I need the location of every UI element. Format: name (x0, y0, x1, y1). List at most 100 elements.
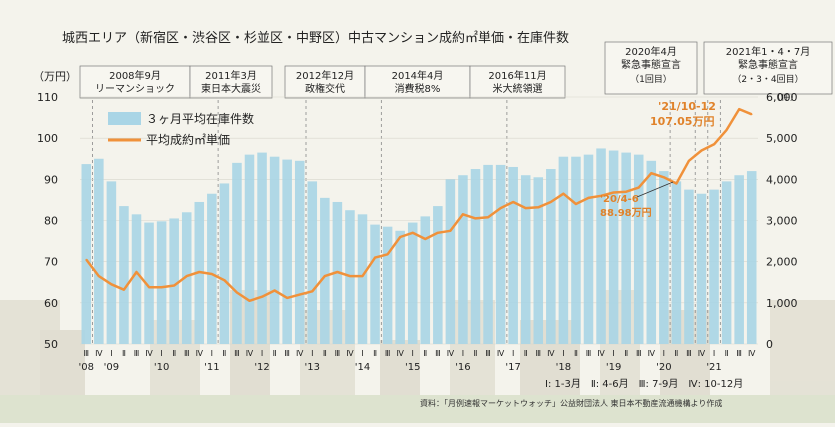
quarter-label: Ⅳ (346, 349, 354, 358)
inventory-bar (558, 156, 569, 344)
right-tick-label: 1,000 (766, 297, 798, 310)
price-point (713, 143, 715, 146)
annotation-2021-date: '21/10-12 (658, 100, 716, 113)
annotation-2020-date: '20/4-6 (600, 194, 639, 205)
quarter-label: Ⅲ (184, 349, 190, 358)
price-point (675, 182, 678, 185)
inventory-bar (119, 206, 129, 344)
left-axis-unit: （万円） (33, 70, 77, 83)
inventory-bar (207, 193, 217, 344)
price-point (499, 207, 502, 209)
year-label: '13 (305, 362, 320, 373)
inventory-bar (131, 214, 142, 344)
quarter-label: Ⅳ (145, 349, 153, 358)
price-point (85, 258, 88, 261)
quarter-label: Ⅳ (396, 349, 404, 358)
year-label: '19 (606, 362, 621, 373)
inventory-bar (508, 166, 518, 344)
year-label: '14 (355, 362, 370, 373)
inventory-bar (608, 150, 619, 344)
event-box (79, 65, 191, 99)
price-line (85, 107, 753, 303)
quarter-label: Ⅳ (246, 349, 254, 358)
inventory-bar (495, 164, 506, 344)
inventory-bar (734, 175, 744, 344)
quarter-label: Ⅱ (172, 349, 176, 358)
legend-bar-label: ３ヶ月平均在庫件数 (146, 111, 254, 126)
quarter-label: Ⅰ (512, 349, 514, 358)
quarter-label: Ⅱ (122, 349, 126, 358)
event-box (703, 41, 833, 95)
year-label: '09 (104, 362, 119, 373)
right-tick-label: 2,000 (766, 256, 798, 269)
price-point (625, 190, 627, 193)
event-box (284, 65, 366, 99)
price-series-line (85, 107, 753, 303)
right-tick-label: 3,000 (766, 215, 798, 228)
quarter-label: Ⅲ (84, 349, 90, 358)
price-point (361, 275, 364, 277)
inventory-bar (546, 169, 556, 344)
inventory-bar (232, 162, 242, 344)
price-point (587, 197, 590, 199)
inventory-bar (596, 148, 606, 344)
price-point (98, 275, 100, 277)
year-label: '16 (455, 362, 470, 373)
event-sublabel: リーマンショック (95, 83, 175, 95)
inventory-bar (382, 226, 393, 344)
annotation-2020-leader (636, 181, 674, 198)
price-point (725, 129, 728, 131)
price-point (211, 273, 213, 275)
annotation-2020-value: 88.98万円 (600, 207, 652, 219)
price-point (637, 186, 640, 189)
price-point (273, 289, 276, 292)
price-point (298, 293, 301, 296)
year-label: '20 (656, 362, 671, 373)
quarter-label: Ⅳ (648, 349, 656, 358)
quarter-label: Ⅳ (296, 349, 304, 358)
year-label: '08 (79, 362, 94, 373)
quarter-label: Ⅰ (562, 349, 564, 358)
quarter-label: Ⅱ (373, 349, 377, 358)
legend-bar-swatch (108, 112, 141, 125)
quarter-label: Ⅲ (385, 349, 391, 358)
price-point (173, 284, 175, 287)
price-point (537, 206, 540, 209)
event-label: 2012年12月 (296, 69, 354, 82)
quarter-label: Ⅰ (311, 349, 313, 358)
price-point (336, 271, 339, 273)
event-sublabel2: （2・3・4回目） (732, 74, 803, 85)
inventory-bar (721, 181, 732, 344)
price-point (487, 216, 489, 219)
annotation-2020: '20/4-6 88.98万円 (600, 181, 674, 219)
quarter-label: Ⅲ (485, 349, 491, 358)
inventory-bar (445, 179, 456, 344)
quarter-label: Ⅳ (547, 349, 555, 358)
inventory-bar (282, 159, 292, 344)
quarter-label: Ⅱ (474, 349, 478, 358)
price-point (261, 295, 263, 298)
quarter-label: Ⅲ (335, 349, 341, 358)
price-point (198, 271, 201, 273)
right-axis-ticks: 0 1,000 2,000 3,000 4,000 5,000 6,000 (766, 91, 798, 351)
price-point (311, 290, 314, 293)
inventory-bar (94, 158, 104, 344)
event-label: 2008年9月 (109, 69, 161, 82)
left-tick-label: 90 (44, 173, 58, 186)
price-point (135, 271, 138, 273)
quarter-label: Ⅰ (361, 349, 363, 358)
quarter-label: Ⅳ (748, 349, 756, 358)
inventory-bar (458, 175, 468, 344)
event-sublabel: 政権交代 (305, 82, 345, 95)
price-point (550, 201, 552, 203)
inventory-bar (533, 177, 544, 344)
inventory-bar (420, 216, 431, 344)
quarter-label: Ⅰ (462, 349, 464, 358)
event-box (189, 65, 273, 99)
inventory-bar (106, 181, 117, 344)
quarter-label: Ⅱ (273, 349, 277, 358)
event-sublabel: 緊急事態宣言 (621, 58, 681, 71)
price-point (411, 232, 414, 234)
